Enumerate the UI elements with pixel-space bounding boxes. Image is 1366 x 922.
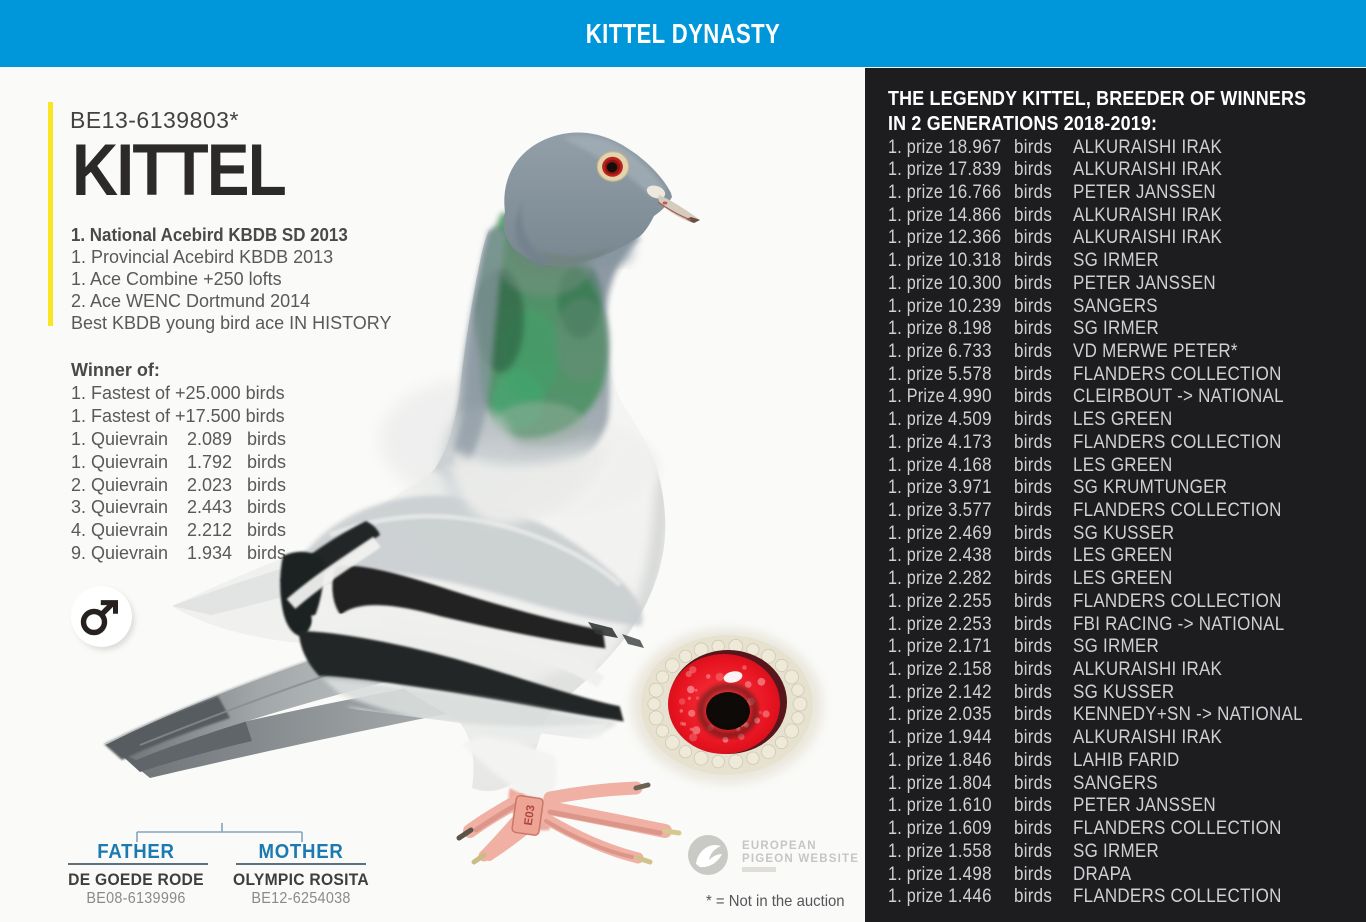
svg-text:PIGEON WEBSITE: PIGEON WEBSITE — [742, 853, 859, 865]
svg-text:EUROPEAN: EUROPEAN — [742, 840, 817, 852]
svg-text:E03: E03 — [523, 804, 538, 826]
